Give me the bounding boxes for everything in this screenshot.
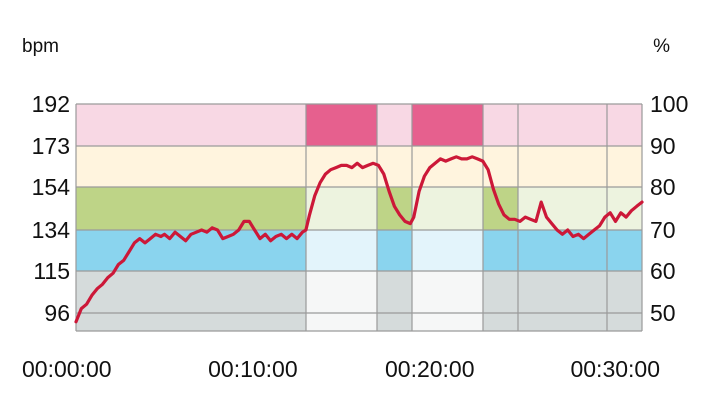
zone-cell-5-1 <box>518 230 607 271</box>
zone-cell-1-0 <box>305 271 377 331</box>
zone-cell-4-4 <box>482 104 519 146</box>
zone-cell-1-4 <box>305 104 377 146</box>
zone-cell-6-4 <box>606 104 642 146</box>
zone-cell-1-2 <box>305 187 377 230</box>
zone-cell-2-4 <box>376 104 413 146</box>
zone-cell-4-3 <box>482 146 519 187</box>
zone-cell-2-0 <box>376 271 413 331</box>
x-tick-0: 00:00:00 <box>22 356 112 382</box>
zone-cell-4-0 <box>482 271 519 331</box>
y-tick-left-115: 115 <box>33 258 70 284</box>
zone-cell-1-1 <box>305 230 377 271</box>
zone-cell-3-2 <box>412 187 483 230</box>
zone-cell-6-1 <box>606 230 642 271</box>
zone-backgrounds <box>76 104 642 331</box>
y-axis-right-ticks: 100 90 80 70 60 50 <box>650 91 688 326</box>
y-tick-right-70: 70 <box>650 217 676 243</box>
x-tick-2: 00:20:00 <box>385 356 475 382</box>
zone-cell-5-0 <box>518 271 607 331</box>
zone-cell-3-0 <box>412 271 483 331</box>
zone-cell-4-1 <box>482 230 519 271</box>
y-tick-left-192: 192 <box>32 91 70 117</box>
y-tick-right-50: 50 <box>650 300 676 326</box>
zone-cell-2-3 <box>376 146 413 187</box>
y-tick-right-90: 90 <box>650 133 676 159</box>
zone-cell-3-1 <box>412 230 483 271</box>
y-axis-left-unit: bpm <box>22 36 59 57</box>
zone-cell-6-2 <box>606 187 642 230</box>
zone-cell-5-3 <box>518 146 607 187</box>
y-tick-left-134: 134 <box>32 217 71 243</box>
y-tick-left-96: 96 <box>44 300 70 326</box>
y-tick-right-60: 60 <box>650 258 676 284</box>
zone-cell-5-2 <box>518 187 607 230</box>
y-tick-right-100: 100 <box>650 91 688 117</box>
y-tick-left-173: 173 <box>32 133 70 159</box>
x-tick-1: 00:10:00 <box>208 356 298 382</box>
zone-cell-6-0 <box>606 271 642 331</box>
series-line-layer <box>74 155 644 324</box>
zone-cell-3-4 <box>412 104 483 146</box>
x-axis-ticks: 00:00:00 00:10:00 00:20:00 00:30:00 <box>22 356 660 382</box>
zone-cell-2-1 <box>376 230 413 271</box>
zone-cell-0-2 <box>76 187 306 230</box>
y-tick-left-154: 154 <box>32 174 71 200</box>
zone-cell-6-3 <box>606 146 642 187</box>
y-tick-right-80: 80 <box>650 174 676 200</box>
y-axis-left-ticks: 192 173 154 134 115 96 <box>32 91 71 326</box>
zone-cell-0-0 <box>76 271 306 331</box>
grid-lines <box>75 103 643 332</box>
zone-cell-0-4 <box>76 104 306 146</box>
zone-cell-0-3 <box>76 146 306 187</box>
y-axis-right-unit: % <box>653 36 670 57</box>
zone-cell-5-4 <box>518 104 607 146</box>
heart-rate-line <box>74 155 644 324</box>
x-tick-3: 00:30:00 <box>570 356 660 382</box>
